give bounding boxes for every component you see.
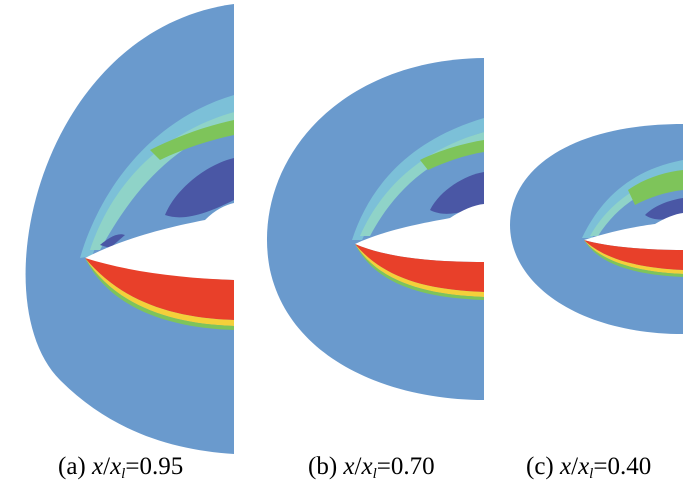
caption-c-var: x	[560, 453, 572, 480]
caption-c-sub: l	[589, 466, 594, 482]
panel-a-yellow-edge	[85, 258, 234, 326]
caption-a: (a) x/xl=0.95	[58, 452, 183, 489]
caption-c-var2: x	[578, 453, 590, 480]
caption-b-var: x	[343, 453, 355, 480]
panel-c-low-pocket	[645, 198, 683, 220]
panel-b-red-layer	[355, 244, 484, 292]
panel-b-body	[355, 204, 484, 262]
panel-c-body	[584, 213, 683, 250]
caption-c: (c) x/xl=0.40	[526, 452, 651, 489]
panel-b-green-edge	[355, 244, 484, 300]
caption-b-slash: /	[354, 453, 362, 480]
panel-b-low-pocket	[430, 172, 484, 214]
panel-c-red-layer	[584, 240, 683, 270]
panel-c-yellow-edge	[584, 240, 683, 274]
caption-b-var2: x	[361, 453, 373, 480]
panel-c-contour	[510, 124, 683, 334]
caption-a-var2: x	[110, 453, 122, 480]
panel-a-green-edge	[85, 258, 234, 330]
panel-a-red-layer	[85, 258, 234, 320]
panel-a-body	[85, 203, 234, 280]
caption-a-value: =0.95	[125, 453, 184, 480]
caption-a-var: x	[92, 453, 104, 480]
caption-b-prefix: (b)	[308, 453, 344, 480]
panel-a-contour	[25, 4, 234, 454]
caption-c-prefix: (c)	[526, 453, 560, 480]
panel-a-low-pocket	[165, 158, 234, 218]
panel-b-yellow-edge	[355, 244, 484, 297]
caption-c-value: =0.40	[593, 453, 652, 480]
caption-b: (b) x/xl=0.70	[308, 452, 435, 489]
panel-a-green-band	[150, 120, 234, 160]
panel-a-domain	[25, 4, 234, 454]
panel-c-green-edge	[584, 240, 683, 277]
caption-b-value: =0.70	[376, 453, 435, 480]
caption-a-prefix: (a)	[58, 453, 92, 480]
caption-a-slash: /	[103, 453, 111, 480]
panel-c-green-band	[628, 170, 683, 205]
caption-a-sub: l	[121, 466, 126, 482]
panel-b-contour	[266, 58, 484, 400]
panel-a-low-pocket-2	[100, 234, 125, 248]
panel-c-shock-band	[582, 160, 683, 238]
panel-b-green-band	[420, 140, 484, 170]
caption-c-slash: /	[571, 453, 579, 480]
caption-b-sub: l	[372, 466, 377, 482]
